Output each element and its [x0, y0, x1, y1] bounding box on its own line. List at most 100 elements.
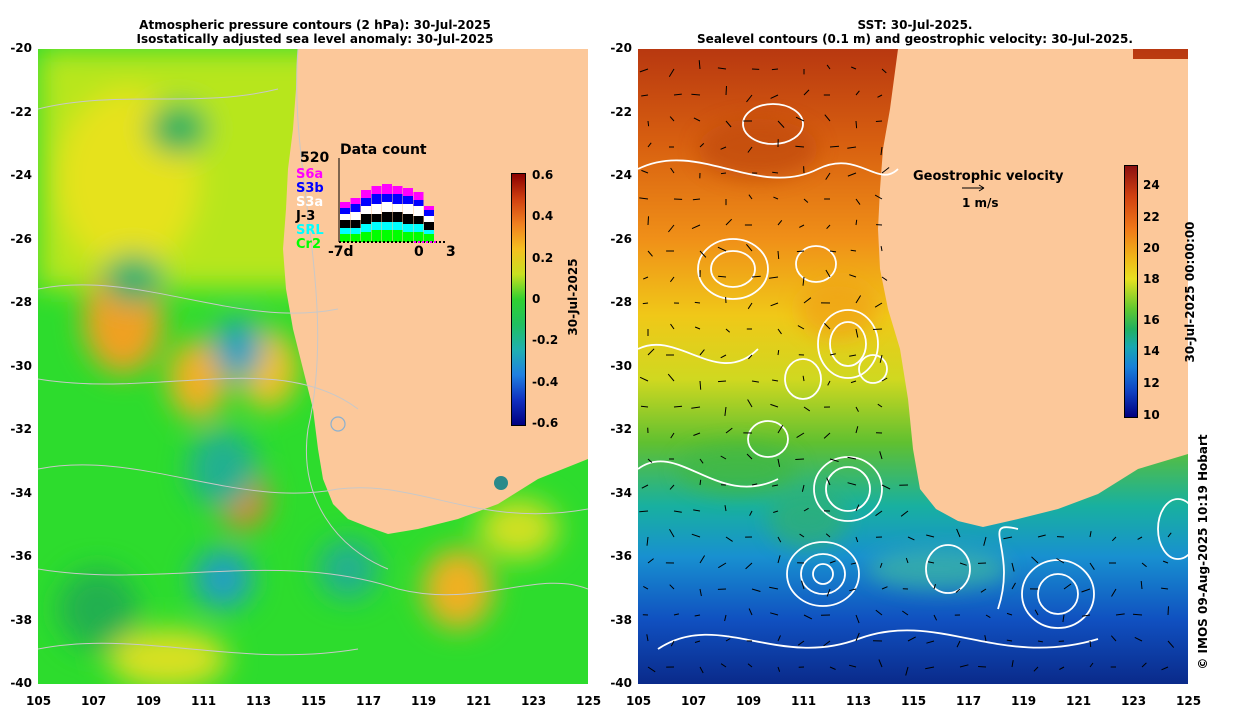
velocity-arrow: [670, 167, 675, 174]
right-cb-tick-3: 18: [1143, 272, 1160, 286]
velocity-arrow: [826, 588, 831, 597]
data-count-bar-segment: [350, 234, 361, 242]
velocity-arrow: [692, 198, 701, 201]
data-count-bar-segment: [382, 222, 392, 230]
velocity-arrow: [673, 405, 683, 408]
right-map-canvas: [638, 49, 1188, 684]
data-count-bar-segment: [350, 198, 361, 204]
velocity-arrow: [720, 146, 727, 150]
velocity-arrow: [1081, 588, 1091, 593]
velocity-arrow: [803, 198, 809, 203]
data-count-bar-segment: [403, 196, 413, 204]
velocity-arrow: [881, 167, 890, 174]
velocity-arrow: [748, 608, 753, 616]
velocity-arrow: [699, 555, 706, 564]
velocity-arrow: [959, 664, 969, 668]
data-count-bar-segment: [392, 186, 403, 194]
velocity-arrow: [881, 586, 888, 590]
left-lat-tick: -20: [10, 41, 32, 55]
right-lat-tick: -36: [610, 549, 632, 563]
velocity-arrow: [777, 666, 781, 672]
data-count-bar-segment: [403, 188, 413, 196]
velocity-arrow: [1162, 560, 1169, 564]
data-count-bar-segment: [392, 230, 403, 242]
data-count-bar-segment: [371, 230, 382, 242]
velocity-arrow: [1031, 556, 1039, 564]
velocity-arrow: [1141, 562, 1147, 568]
velocity-arrow: [724, 614, 727, 622]
sat-s3a: S3a: [296, 195, 324, 210]
left-lon-tick: 111: [191, 694, 217, 708]
left-title-line1: Atmospheric pressure contours (2 hPa): 3…: [139, 18, 491, 32]
velocity-arrow: [639, 197, 649, 200]
velocity-arrow: [639, 68, 649, 73]
velocity-arrow: [1003, 536, 1013, 540]
velocity-arrow: [747, 302, 753, 310]
velocity-arrow: [720, 354, 727, 359]
right-lon-tick: 121: [1066, 694, 1092, 708]
right-title-line2: Sealevel contours (0.1 m) and geostrophi…: [697, 32, 1133, 46]
velocity-arrow: [824, 323, 831, 330]
left-lon-tick: 119: [411, 694, 437, 708]
right-lon-tick: 111: [791, 694, 817, 708]
velocity-arrow: [694, 640, 701, 643]
data-count-bar-segment: [382, 194, 392, 202]
velocity-arrow: [725, 328, 731, 333]
velocity-arrow: [905, 666, 909, 676]
velocity-arrow: [826, 64, 831, 70]
velocity-arrow: [747, 663, 753, 668]
velocity-arrow: [983, 536, 987, 546]
velocity-arrow: [879, 451, 883, 460]
velocity-arrow: [770, 302, 779, 307]
sat-j3: J-3: [296, 209, 316, 224]
velocity-arrow: [803, 406, 811, 412]
velocity-arrow: [855, 632, 860, 642]
velocity-arrow: [691, 93, 701, 96]
velocity-arrow: [777, 425, 784, 434]
velocity-arrow: [647, 458, 653, 463]
velocity-arrow: [980, 588, 987, 593]
sea-level-contours: [638, 103, 1188, 650]
velocity-arrow: [847, 456, 857, 460]
velocity-arrow: [693, 509, 701, 512]
velocity-arrow: [699, 380, 702, 390]
velocity-arrow: [927, 561, 935, 564]
velocity-arrow: [847, 146, 857, 149]
velocity-arrow: [1161, 587, 1169, 590]
velocity-arrow: [985, 614, 991, 619]
velocity-arrow: [875, 609, 883, 616]
velocity-arrow: [777, 350, 780, 356]
right-cb-tick-0: 24: [1143, 178, 1160, 192]
data-count-bar-segment: [340, 228, 350, 234]
velocity-arrow: [803, 507, 809, 512]
velocity-arrow: [795, 145, 805, 148]
velocity-scale-arrow: [962, 184, 985, 192]
velocity-arrow: [956, 640, 961, 648]
velocity-arrow: [933, 614, 938, 621]
velocity-arrow: [641, 169, 649, 174]
velocity-arrow: [777, 219, 783, 226]
data-count-bar-segment: [340, 202, 350, 208]
velocity-arrow: [670, 276, 675, 283]
velocity-arrow: [717, 380, 727, 383]
right-map-sst: [638, 49, 1188, 684]
velocity-arrow: [849, 588, 857, 592]
velocity-arrow: [720, 663, 727, 668]
velocity-arrow: [829, 458, 839, 462]
left-cb-tick-4: -0.2: [532, 333, 559, 347]
velocity-arrow: [933, 584, 936, 590]
velocity-arrow: [746, 94, 753, 103]
velocity-arrow: [880, 246, 883, 252]
data-count-bar-segment: [413, 216, 424, 224]
velocity-arrow: [926, 534, 935, 538]
velocity-arrow: [877, 403, 883, 408]
velocity-arrow: [639, 510, 649, 513]
data-count-bar-segment: [382, 184, 392, 194]
velocity-arrow: [772, 379, 779, 382]
velocity-arrow: [824, 114, 831, 122]
data-count-bars: [338, 158, 446, 243]
velocity-arrow: [772, 484, 779, 487]
velocity-arrow: [646, 536, 649, 546]
data-count-bar-segment: [413, 206, 424, 216]
velocity-arrow: [673, 93, 682, 96]
